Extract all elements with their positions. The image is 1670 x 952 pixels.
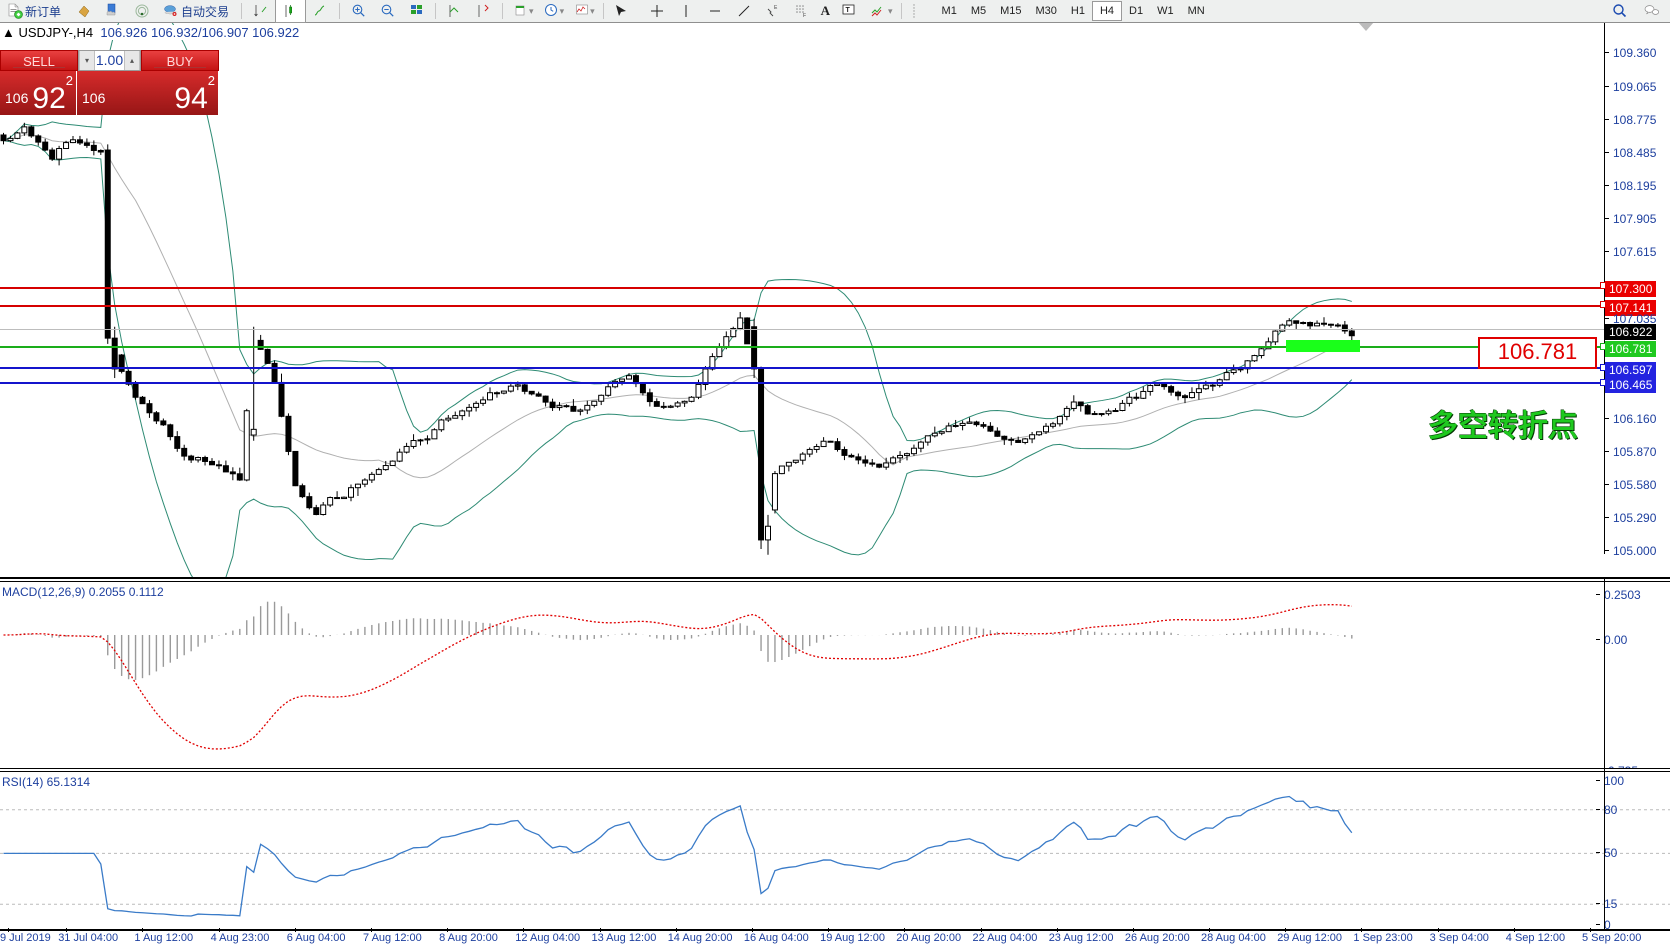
svg-text:E: E (774, 5, 778, 11)
svg-text:T: T (845, 7, 850, 14)
svg-text:F: F (803, 13, 806, 19)
